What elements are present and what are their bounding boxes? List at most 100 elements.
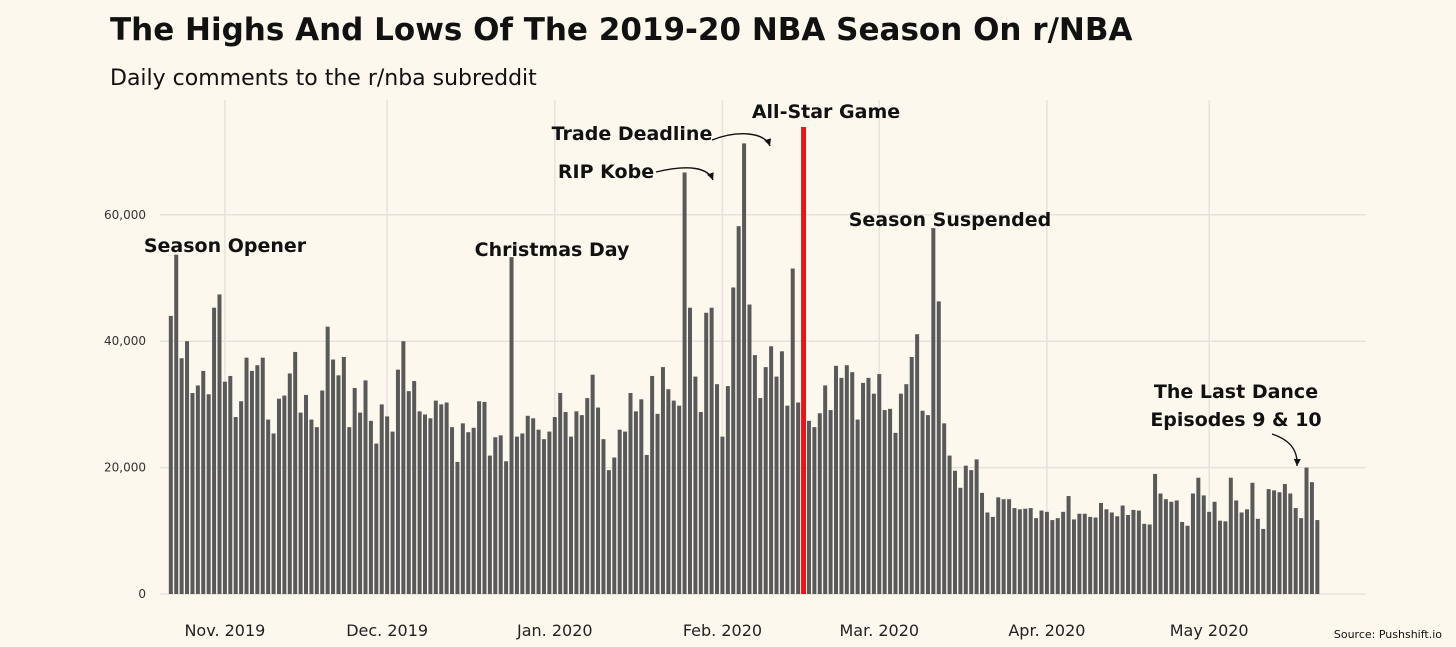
bar xyxy=(563,411,568,594)
bar xyxy=(877,374,882,594)
bar xyxy=(406,391,411,594)
bar xyxy=(925,415,930,594)
bar xyxy=(293,351,298,594)
bar xyxy=(655,413,660,594)
bar xyxy=(287,373,292,594)
bar xyxy=(850,372,855,594)
bar xyxy=(309,419,314,594)
bar xyxy=(233,417,238,594)
bar xyxy=(569,436,574,594)
bar xyxy=(958,487,963,594)
bar xyxy=(1099,502,1103,594)
bar xyxy=(947,455,952,594)
bar xyxy=(190,393,195,594)
bar xyxy=(1239,512,1244,594)
bar xyxy=(888,408,893,594)
annotation-arrow xyxy=(1271,433,1298,467)
bar xyxy=(942,423,947,594)
bar xyxy=(644,454,649,594)
bar xyxy=(174,254,179,594)
bar xyxy=(709,307,714,594)
bar xyxy=(1212,501,1217,594)
x-tick-label: May 2020 xyxy=(1170,621,1249,640)
bar xyxy=(698,411,703,594)
gridlines xyxy=(160,100,1366,595)
x-tick-label: Nov. 2019 xyxy=(184,621,265,640)
bar xyxy=(974,459,979,594)
bar xyxy=(185,341,190,594)
bar xyxy=(417,411,422,594)
bar xyxy=(1266,489,1271,594)
bar xyxy=(217,294,222,594)
bar xyxy=(271,433,276,594)
bar xyxy=(687,307,692,594)
bar xyxy=(1309,482,1314,594)
bar xyxy=(725,386,730,594)
bar xyxy=(952,470,957,594)
bar xyxy=(249,370,254,594)
bar xyxy=(796,402,801,594)
bar xyxy=(374,443,379,594)
bar xyxy=(1293,508,1298,594)
bar xyxy=(898,393,903,594)
bar xyxy=(1007,499,1012,594)
bar xyxy=(536,429,541,594)
y-tick-label: 40,000 xyxy=(104,334,146,348)
bar xyxy=(1174,500,1179,594)
bar xyxy=(455,461,460,594)
bar xyxy=(866,377,871,594)
bar xyxy=(779,351,784,594)
bar xyxy=(1104,509,1109,594)
arrow-head xyxy=(1293,458,1301,466)
bar xyxy=(1120,505,1125,594)
bar xyxy=(1288,493,1293,594)
annotation-label: RIP Kobe xyxy=(558,161,654,183)
bars xyxy=(168,143,1320,594)
arrow-head xyxy=(707,172,714,180)
bar xyxy=(1207,511,1212,594)
bar xyxy=(358,412,363,594)
annotation-label: Season Suspended xyxy=(849,209,1052,231)
bar xyxy=(1245,509,1250,594)
bar xyxy=(1169,501,1174,594)
bar xyxy=(1147,524,1152,594)
bar xyxy=(471,427,476,594)
bar xyxy=(520,433,525,594)
bar xyxy=(693,376,698,594)
bar xyxy=(401,341,406,594)
arrow-head xyxy=(764,138,771,146)
bar xyxy=(1153,473,1158,594)
bar xyxy=(806,420,811,594)
bar xyxy=(677,405,682,594)
bar xyxy=(660,367,665,594)
bar xyxy=(715,384,720,594)
bar xyxy=(731,287,736,594)
bar xyxy=(1158,493,1163,594)
bar xyxy=(222,381,227,594)
bar xyxy=(666,389,671,594)
bar xyxy=(206,394,211,594)
bar xyxy=(1028,508,1033,594)
bar xyxy=(336,375,341,594)
bar xyxy=(260,357,265,594)
bar xyxy=(1190,493,1195,594)
annotation-label: The Last Dance xyxy=(1154,381,1318,403)
bar xyxy=(1142,523,1147,594)
bar xyxy=(980,492,985,594)
bar xyxy=(1223,521,1228,594)
bar xyxy=(433,400,438,594)
x-tick-label: Apr. 2020 xyxy=(1008,621,1085,640)
bar xyxy=(1001,499,1006,594)
y-tick-label: 0 xyxy=(138,587,146,601)
bar xyxy=(525,415,530,594)
bar xyxy=(834,365,839,594)
bar xyxy=(304,394,309,594)
bar xyxy=(1196,477,1201,594)
bar xyxy=(201,370,206,594)
bar xyxy=(969,470,974,594)
bar xyxy=(1234,500,1239,594)
bar xyxy=(844,365,849,594)
x-tick-label: Mar. 2020 xyxy=(839,621,919,640)
bar xyxy=(909,357,914,594)
bar xyxy=(477,401,482,594)
